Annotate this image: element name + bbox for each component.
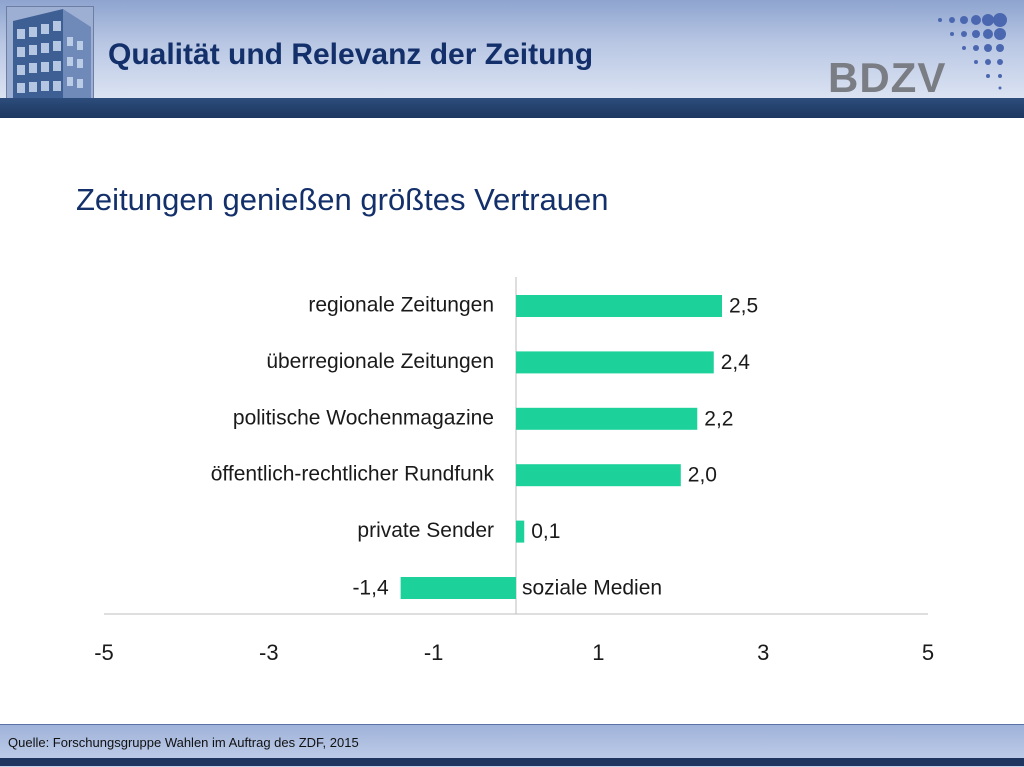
bar-3 [516, 464, 681, 487]
dot-pattern-icon [938, 13, 1007, 90]
category-label-3: öffentlich-rechtlicher Rundfunk [211, 463, 495, 486]
value-label-1: 2,4 [721, 351, 751, 374]
category-label-5: soziale Medien [522, 577, 662, 600]
bar-5 [400, 577, 516, 599]
bar-1 [516, 351, 714, 374]
x-tick-label-1: -3 [259, 640, 279, 665]
category-label-2: politische Wochenmagazine [233, 406, 494, 429]
category-label-0: regionale Zeitungen [308, 294, 494, 317]
value-label-4: 0,1 [531, 520, 560, 543]
x-tick-label-3: 1 [592, 640, 604, 665]
x-tick-label-5: 5 [922, 640, 934, 665]
category-label-1: überregionale Zeitungen [266, 350, 494, 373]
value-label-5: -1,4 [352, 577, 389, 600]
header-rule [0, 98, 1024, 118]
source-note: Quelle: Forschungsgruppe Wahlen im Auftr… [8, 735, 359, 750]
building-photo [6, 6, 94, 116]
footer-bottom-bar [0, 758, 1024, 766]
value-label-3: 2,0 [688, 464, 717, 487]
category-label-4: private Sender [357, 519, 494, 542]
x-tick-label-4: 3 [757, 640, 769, 665]
logo-text: BDZV [828, 54, 947, 101]
bdzv-logo: BDZV [826, 10, 1016, 101]
bar-2 [516, 407, 698, 430]
value-label-2: 2,2 [704, 407, 733, 430]
bar-4 [516, 520, 525, 543]
value-label-0: 2,5 [729, 295, 758, 318]
bar-0 [516, 295, 722, 317]
slide-title: Qualität und Relevanz der Zeitung [108, 38, 594, 71]
x-tick-label-0: -5 [94, 640, 114, 665]
slide-subtitle: Zeitungen genießen größtes Vertrauen [76, 182, 609, 217]
slide-header: Qualität und Relevanz der Zeitung BDZV [0, 0, 1024, 116]
x-tick-label-2: -1 [424, 640, 444, 665]
